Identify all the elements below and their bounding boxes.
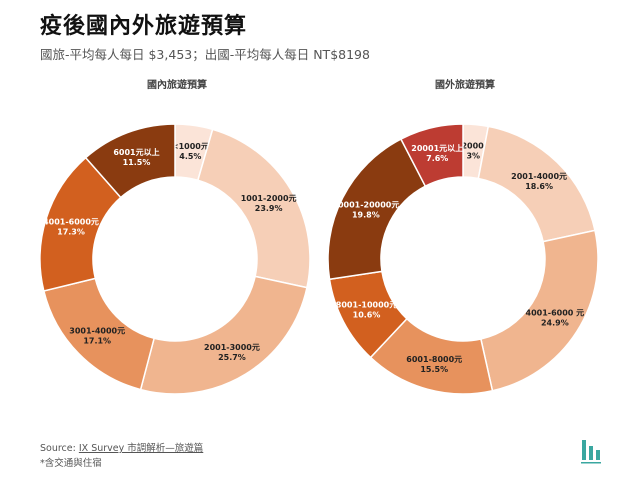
slice-label-0-5: 6001元以上 <box>113 147 159 157</box>
slice-value-0-3: 17.1% <box>83 336 111 345</box>
slice-value-1-2: 24.9% <box>541 319 569 328</box>
chart-title-domestic: 國內旅遊預算 <box>147 80 207 91</box>
donut-slice-1-6 <box>399 123 464 188</box>
slice-label-1-4: 8001-10000元 <box>336 301 397 310</box>
slice-label-0-4: 4001-6000元 <box>43 217 99 226</box>
footnote: *含交通與住宿 <box>40 458 102 469</box>
slice-label-1-2: 4001-6000 元 <box>526 309 585 318</box>
slice-value-0-1: 23.9% <box>255 204 283 213</box>
slice-label-1-0: <2000元 <box>455 141 492 150</box>
slice-value-1-0: 3% <box>466 151 480 160</box>
chart-title-overseas: 國外旅遊預算 <box>435 80 495 91</box>
donut-slice-0-5 <box>84 123 176 199</box>
slice-label-1-3: 6001-8000元 <box>406 355 462 364</box>
slice-value-0-5: 11.5% <box>123 158 151 167</box>
slice-label-0-0: <1000元 <box>172 142 209 151</box>
slice-value-1-4: 10.6% <box>353 311 381 320</box>
slice-label-1-6: 20001元以上 <box>411 143 463 153</box>
slice-label-0-1: 1001-2000元 <box>241 194 297 203</box>
slice-label-1-5: 10001-20000元 <box>332 201 399 210</box>
slice-value-1-1: 18.6% <box>525 182 553 191</box>
slice-value-1-3: 15.5% <box>420 365 448 374</box>
page-title: 疫後國內外旅遊預算 <box>40 14 248 39</box>
source-note: Source: IX Survey 市調解析—旅遊篇 <box>40 440 203 454</box>
brand-logo-icon <box>581 440 601 464</box>
slice-label-0-3: 3001-4000元 <box>69 326 125 335</box>
slice-value-1-5: 19.8% <box>352 211 380 220</box>
slice-label-0-2: 2001-3000元 <box>204 343 260 352</box>
slice-value-0-0: 4.5% <box>179 152 201 161</box>
slice-value-0-2: 25.7% <box>218 353 246 362</box>
page-subtitle: 國旅-平均每人每日 $3,453；出國-平均每人每日 NT$8198 <box>40 47 370 62</box>
slice-value-1-6: 7.6% <box>426 154 448 163</box>
donut-slice-0-2 <box>139 275 308 395</box>
source-prefix: Source: <box>40 443 79 454</box>
slice-label-1-1: 2001-4000元 <box>511 172 567 181</box>
slice-value-0-4: 17.3% <box>57 227 85 236</box>
source-link[interactable]: IX Survey 市調解析—旅遊篇 <box>78 443 204 454</box>
